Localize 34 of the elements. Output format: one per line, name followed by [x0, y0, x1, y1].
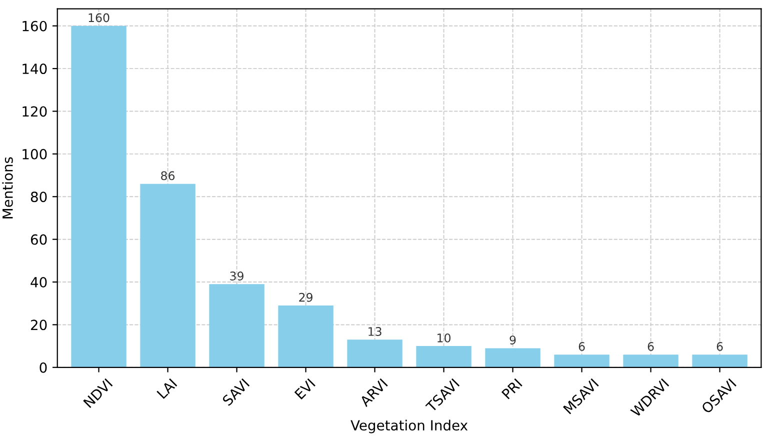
y-tick-label: 160: [22, 20, 47, 32]
y-tick-label: 100: [22, 148, 47, 160]
x-tick-label: PRI: [501, 378, 522, 400]
x-tick-label: EVI: [294, 378, 316, 400]
data-label: 86: [161, 171, 175, 180]
bar: [554, 354, 610, 368]
y-tick-label: 80: [30, 192, 47, 202]
data-label: 6: [648, 342, 654, 351]
bar: [416, 346, 472, 368]
bar: [692, 354, 748, 368]
x-axis-title: Vegetation Index: [350, 420, 468, 434]
data-label: 6: [716, 342, 723, 351]
y-tick-label: 60: [30, 234, 47, 245]
bar: [209, 284, 264, 368]
y-axis-title: Mentions: [2, 157, 13, 218]
data-label: 9: [510, 336, 516, 345]
bar: [347, 340, 402, 368]
x-tick-label: LAI: [156, 378, 178, 399]
bar: [278, 306, 334, 368]
y-tick-label: 0: [40, 362, 47, 373]
bar: [71, 26, 126, 368]
y-tick-label: 20: [30, 320, 47, 330]
bar: [623, 354, 678, 368]
y-tick-label: 40: [30, 276, 47, 288]
data-label: 13: [368, 327, 382, 336]
bar: [485, 348, 540, 368]
y-tick-label: 120: [22, 106, 47, 117]
data-label: 29: [299, 292, 312, 302]
data-label: 6: [578, 342, 585, 351]
data-label: 160: [88, 13, 110, 22]
bar: [140, 184, 196, 368]
y-tick-label: 140: [22, 64, 47, 74]
data-label: 10: [438, 333, 450, 342]
data-label: 39: [230, 272, 244, 280]
